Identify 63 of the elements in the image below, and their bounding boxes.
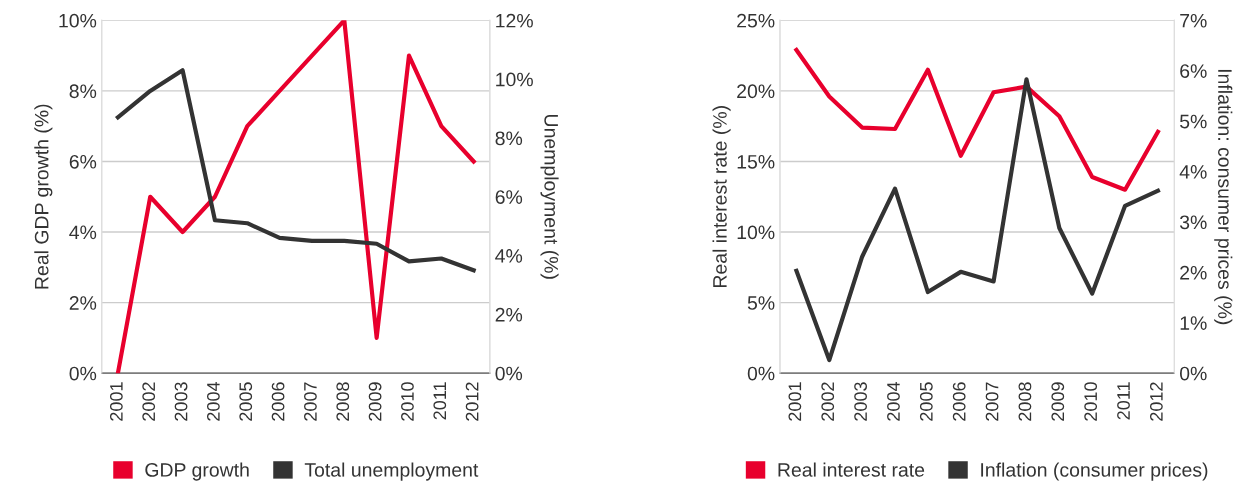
y-axis-title: Real GDP growth (%) xyxy=(34,104,53,289)
y2-axis-title: Inflation: consumer prices (%) xyxy=(1214,69,1233,325)
y2-tick-label: 6% xyxy=(495,190,523,204)
legend-label: Inflation (consumer prices) xyxy=(981,462,1208,481)
x-tick-label: 2011 xyxy=(1117,382,1130,420)
line-series xyxy=(794,77,1161,363)
line-series xyxy=(794,47,1161,192)
line-series xyxy=(115,68,476,273)
y2-tick-label: 7% xyxy=(1180,13,1207,28)
y-tick-label: 0% xyxy=(747,366,775,381)
y-tick-label: 6% xyxy=(69,154,97,169)
x-tick-label: 2012 xyxy=(465,382,479,421)
x-tick-label: 2001 xyxy=(109,382,123,421)
y-tick-label: 10% xyxy=(59,13,97,28)
y-tick-label: 15% xyxy=(737,155,775,169)
y2-axis-title: Unemployment (%) xyxy=(540,115,559,279)
y2-tick-label: 0% xyxy=(495,366,523,381)
x-tick-label: 2008 xyxy=(1018,382,1032,421)
y2-tick-label: 12% xyxy=(496,13,533,28)
y2-tick-label: 2% xyxy=(495,307,523,322)
x-tick-label: 2004 xyxy=(206,382,220,421)
y2-tick-label: 4% xyxy=(495,249,523,263)
y-tick-label: 8% xyxy=(69,84,97,99)
x-tick-label: 2012 xyxy=(1149,382,1163,421)
y2-tick-label: 5% xyxy=(1180,114,1207,129)
y-tick-label: 0% xyxy=(69,366,97,381)
x-tick-label: 2010 xyxy=(1084,382,1098,421)
x-tick-label: 2008 xyxy=(336,382,350,421)
x-tick-label: 2002 xyxy=(142,382,156,421)
x-tick-label: 2001 xyxy=(788,382,802,421)
x-tick-label: 2009 xyxy=(368,382,382,421)
y2-tick-label: 8% xyxy=(495,131,523,146)
y2-tick-label: 2% xyxy=(1180,265,1207,280)
x-tick-label: 2002 xyxy=(821,382,835,421)
x-tick-label: 2004 xyxy=(887,382,900,421)
legend-label: Total unemployment xyxy=(304,462,479,481)
y-tick-label: 10% xyxy=(737,225,775,240)
y-tick-label: 2% xyxy=(69,296,97,310)
y-tick-label: 4% xyxy=(69,225,97,240)
y2-tick-label: 4% xyxy=(1179,165,1207,179)
x-tick-label: 2007 xyxy=(985,382,999,421)
y2-tick-label: 0% xyxy=(1179,366,1207,381)
x-tick-label: 2005 xyxy=(919,382,933,421)
y-tick-label: 5% xyxy=(747,296,775,310)
x-tick-label: 2007 xyxy=(304,382,317,421)
y-tick-label: 20% xyxy=(737,84,775,99)
x-tick-label: 2011 xyxy=(433,382,447,420)
y2-tick-label: 1% xyxy=(1180,316,1207,330)
x-tick-label: 2006 xyxy=(271,382,285,421)
x-tick-label: 2010 xyxy=(401,382,414,421)
line-series xyxy=(115,20,476,374)
x-tick-label: 2003 xyxy=(174,382,188,421)
x-tick-label: 2005 xyxy=(239,382,253,421)
y2-tick-label: 6% xyxy=(1180,64,1207,78)
y2-tick-label: 10% xyxy=(496,72,533,87)
x-tick-label: 2009 xyxy=(1051,382,1065,421)
x-tick-label: 2003 xyxy=(854,382,867,421)
y2-tick-label: 3% xyxy=(1179,215,1207,230)
legend-label: GDP growth xyxy=(145,462,249,481)
x-tick-label: 2006 xyxy=(952,382,966,421)
y-axis-title: Real interest rate (%) xyxy=(712,106,731,287)
y-tick-label: 25% xyxy=(737,13,775,28)
legend-label: Real interest rate xyxy=(778,462,925,477)
